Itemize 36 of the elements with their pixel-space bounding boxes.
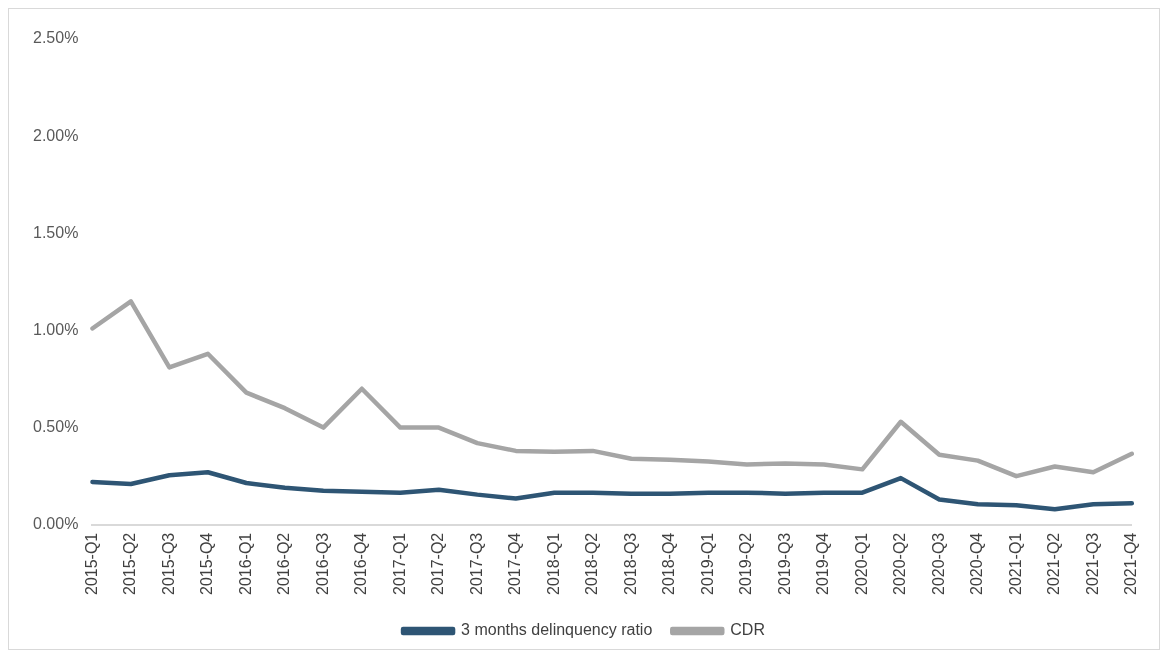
x-tick-label: 2021-Q4 [1122, 532, 1140, 595]
x-tick-label: 2021-Q3 [1083, 532, 1101, 595]
y-tick-label: 1.00% [32, 320, 79, 338]
x-tick-label: 2016-Q2 [275, 532, 293, 595]
x-tick-label: 2015-Q1 [82, 532, 100, 595]
x-tick-label: 2015-Q2 [121, 532, 139, 595]
x-tick-label: 2020-Q4 [968, 532, 986, 595]
x-tick-label: 2016-Q3 [313, 532, 331, 595]
x-tick-label: 2018-Q3 [621, 532, 639, 595]
x-tick-label: 2016-Q4 [352, 532, 370, 595]
x-tick-label: 2020-Q1 [852, 532, 870, 595]
x-tick-label: 2019-Q4 [814, 532, 832, 595]
x-tick-label: 2019-Q2 [737, 532, 755, 595]
x-tick-label: 2017-Q1 [390, 532, 408, 595]
x-tick-label: 2020-Q2 [891, 532, 909, 595]
x-tick-label: 2015-Q3 [159, 532, 177, 595]
x-tick-label: 2021-Q1 [1006, 532, 1024, 595]
y-tick-label: 2.00% [32, 126, 79, 144]
x-tick-label: 2018-Q4 [660, 532, 678, 595]
x-tick-label: 2017-Q2 [429, 532, 447, 595]
legend-label: 3 months delinquency ratio [461, 621, 653, 639]
y-tick-label: 0.50% [32, 417, 79, 435]
x-tick-label: 2016-Q1 [236, 532, 254, 595]
x-tick-label: 2018-Q2 [583, 532, 601, 595]
x-tick-label: 2018-Q1 [544, 532, 562, 595]
x-tick-label: 2019-Q3 [775, 532, 793, 595]
y-tick-label: 1.50% [32, 223, 79, 241]
x-tick-label: 2017-Q3 [467, 532, 485, 595]
x-tick-label: 2019-Q1 [698, 532, 716, 595]
x-tick-label: 2017-Q4 [506, 532, 524, 595]
x-tick-label: 2015-Q4 [198, 532, 216, 595]
x-tick-label: 2020-Q3 [929, 532, 947, 595]
legend-label: CDR [730, 621, 765, 639]
y-tick-label: 0.00% [32, 515, 79, 533]
x-tick-label: 2021-Q2 [1045, 532, 1063, 595]
y-tick-label: 2.50% [32, 29, 79, 47]
